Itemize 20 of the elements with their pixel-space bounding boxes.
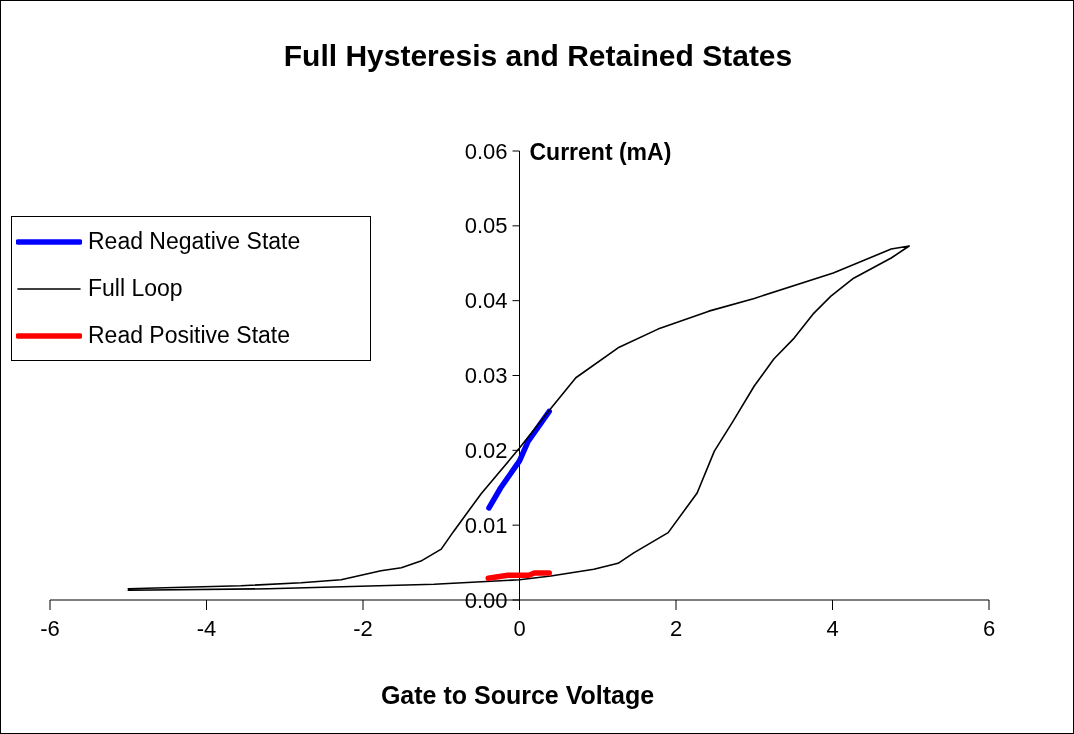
- x-tick-label: 2: [669, 615, 683, 641]
- legend-label: Read Negative State: [88, 228, 301, 255]
- x-tick-label: 6: [982, 615, 996, 641]
- y-tick-label: 0.03: [464, 363, 508, 388]
- x-tick-label: -2: [353, 615, 373, 641]
- x-tick-label: 0: [513, 615, 526, 641]
- legend-label: Full Loop: [88, 275, 183, 302]
- y-tick-label: 0.02: [464, 437, 508, 463]
- y-tick-label: 0.04: [464, 288, 508, 314]
- y-tick-label: 0.01: [464, 512, 508, 538]
- y-tick-label: 0.05: [464, 213, 508, 239]
- y-tick-label: 0.06: [464, 138, 508, 164]
- x-axis-title: Gate to Source Voltage: [379, 681, 656, 710]
- y-tick-label: 0.00: [464, 587, 508, 613]
- y-axis-title: Current (mA): [529, 139, 672, 166]
- x-tick-label: -6: [40, 615, 60, 641]
- legend-label: Read Positive State: [88, 322, 291, 349]
- x-tick-label: -4: [196, 615, 217, 641]
- chart-title: Full Hysteresis and Retained States: [282, 39, 794, 73]
- x-tick-label: 4: [826, 615, 839, 641]
